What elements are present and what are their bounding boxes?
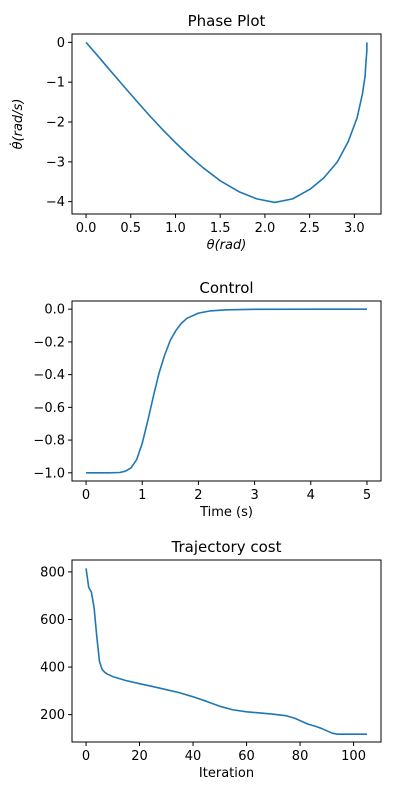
y-tick-label: 0 (57, 36, 65, 51)
x-tick-label: 20 (131, 749, 148, 764)
x-tick-label: 0 (82, 488, 90, 503)
x-tick-label: 3 (250, 488, 258, 503)
y-tick-label: −0.4 (33, 368, 65, 383)
x-tick-label: 2.0 (255, 221, 276, 236)
x-axis-label: θ(rad) (207, 238, 247, 253)
axes-frame (71, 33, 382, 215)
chart-panel-3: 0 20 40 60 80 100 800 600 400 200 Trajectory cost I… (40, 538, 382, 781)
chart-panel-2: 0 1 2 3 4 5 0.0 −0.2 −0.4 −0.6 −0.8 −1.0 Control Time… (33, 279, 382, 520)
series-line-2-1 (86, 308, 367, 474)
x-tick-label: 1 (138, 488, 146, 503)
x-tick-label: 4 (307, 488, 315, 503)
x-tick-label: 40 (185, 749, 202, 764)
x-tick-label: 3.0 (344, 221, 365, 236)
x-tick-label: 80 (292, 749, 309, 764)
y-tick-label: 600 (40, 613, 65, 628)
series-line-3-1 (85, 568, 367, 735)
x-tick-label: 2 (194, 488, 202, 503)
x-tick-label: 1.0 (165, 221, 186, 236)
y-tick-label: −0.2 (33, 335, 65, 350)
chart-title: Phase Plot (188, 12, 266, 30)
chart-panel-1: 0.0 0.5 1.0 1.5 2.0 2.5 3.0 0 −1 −2 −3 −4 Phase Plot… (10, 12, 382, 253)
y-tick-label: 200 (40, 708, 65, 723)
x-tick-label: 60 (238, 749, 255, 764)
x-tick-label: 0 (82, 749, 90, 764)
x-tick-label: 0.5 (120, 221, 141, 236)
y-tick-label: −3 (46, 155, 65, 170)
y-tick-label: −4 (46, 195, 65, 210)
x-axis-label: Time (s) (199, 505, 253, 520)
x-tick-label: 0.0 (76, 221, 97, 236)
x-tick-label: 1.5 (210, 221, 231, 236)
x-axis-label: Iteration (199, 766, 254, 781)
axes-frame (71, 300, 382, 482)
y-tick-label: −1 (46, 76, 65, 91)
x-tick-label: 2.5 (299, 221, 320, 236)
y-tick-label: −1.0 (33, 466, 65, 481)
x-tick-label: 100 (341, 749, 366, 764)
chart-title: Trajectory cost (171, 538, 282, 556)
y-tick-label: 800 (40, 565, 65, 580)
chart-title: Control (199, 279, 253, 297)
y-tick-label: −0.6 (33, 401, 65, 416)
y-tick-label: −2 (46, 116, 65, 131)
series-line-1-1 (85, 41, 368, 204)
y-tick-label: −0.8 (33, 434, 65, 449)
axes-frame (71, 559, 382, 743)
y-tick-label: 400 (40, 661, 65, 676)
x-tick-label: 5 (363, 488, 371, 503)
y-tick-label: 0.0 (44, 303, 65, 318)
y-axis-label: θ̇(rad/s) (10, 99, 26, 150)
